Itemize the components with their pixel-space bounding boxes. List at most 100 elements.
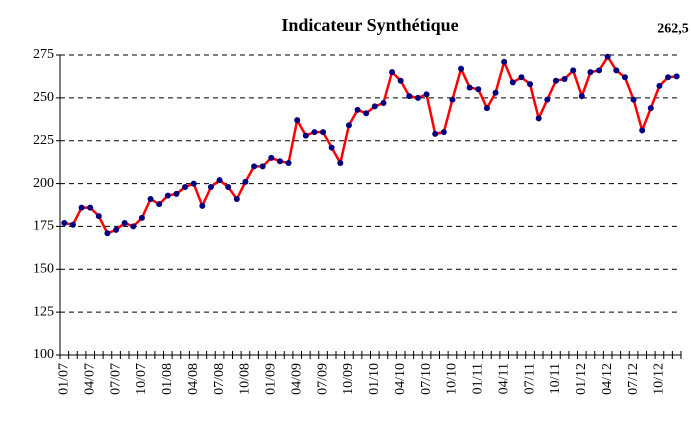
x-tick-label: 10/08 xyxy=(238,363,253,395)
marker xyxy=(259,163,266,170)
x-tick-label: 07/11 xyxy=(522,363,537,394)
y-tick-label: 175 xyxy=(33,219,54,234)
marker xyxy=(613,67,620,74)
marker xyxy=(397,77,404,84)
y-tick-label: 200 xyxy=(33,176,54,191)
marker xyxy=(552,77,559,84)
marker xyxy=(328,144,335,151)
x-tick-label: 04/09 xyxy=(289,363,304,395)
marker xyxy=(302,132,309,139)
marker xyxy=(527,81,534,88)
x-tick-label: 07/08 xyxy=(212,363,227,395)
marker xyxy=(656,82,663,89)
x-tick-label: 10/11 xyxy=(548,363,563,394)
marker xyxy=(233,196,240,202)
marker xyxy=(578,93,585,100)
marker xyxy=(285,160,292,166)
marker xyxy=(458,65,465,72)
marker xyxy=(596,67,603,74)
y-tick-label: 225 xyxy=(33,133,54,148)
marker xyxy=(173,190,180,197)
marker xyxy=(604,53,611,60)
marker xyxy=(190,180,197,187)
marker xyxy=(95,213,102,220)
y-tick-label: 125 xyxy=(33,304,54,319)
marker xyxy=(345,122,352,129)
marker xyxy=(87,204,94,211)
x-tick-label: 01/10 xyxy=(367,363,382,395)
marker xyxy=(164,192,171,199)
x-tick-label: 10/10 xyxy=(445,363,460,395)
marker xyxy=(544,96,551,103)
marker xyxy=(449,96,456,103)
marker xyxy=(630,96,637,103)
marker xyxy=(501,58,508,65)
y-tick-label: 275 xyxy=(33,47,54,62)
x-tick-label: 10/09 xyxy=(341,363,356,395)
marker xyxy=(113,226,120,233)
x-tick-label: 10/07 xyxy=(134,363,149,395)
x-tick-label: 01/12 xyxy=(574,363,589,395)
marker xyxy=(311,129,318,136)
marker xyxy=(337,160,344,166)
marker xyxy=(371,103,378,110)
marker xyxy=(380,100,387,106)
x-tick-label: 01/08 xyxy=(160,363,175,395)
marker xyxy=(621,74,628,81)
marker xyxy=(61,220,68,226)
marker xyxy=(147,196,154,202)
marker xyxy=(104,230,111,237)
x-tick-label: 04/07 xyxy=(82,363,97,395)
x-tick-label: 07/12 xyxy=(626,363,641,395)
marker xyxy=(423,91,430,98)
marker xyxy=(475,86,482,93)
marker xyxy=(251,163,258,170)
marker xyxy=(466,84,473,91)
x-tick-label: 07/07 xyxy=(108,363,123,395)
chart-title: Indicateur Synthétique xyxy=(281,15,458,35)
value-label: 262,5 xyxy=(657,22,689,37)
y-tick-label: 100 xyxy=(33,347,54,362)
marker xyxy=(78,204,85,211)
marker xyxy=(182,184,189,190)
x-tick-label: 01/09 xyxy=(264,363,279,395)
marker xyxy=(561,76,568,82)
x-tick-label: 04/11 xyxy=(496,363,511,394)
marker xyxy=(673,73,680,80)
marker xyxy=(225,184,232,190)
marker xyxy=(389,69,396,76)
marker xyxy=(665,74,672,81)
y-tick-label: 250 xyxy=(33,90,54,105)
marker xyxy=(320,129,327,136)
marker xyxy=(69,221,76,228)
x-tick-label: 07/09 xyxy=(315,363,330,395)
marker xyxy=(647,105,654,112)
line xyxy=(64,54,677,235)
marker xyxy=(509,79,516,86)
marker xyxy=(414,94,421,101)
marker xyxy=(199,202,206,209)
x-tick-label: 10/12 xyxy=(652,363,667,395)
marker xyxy=(483,105,490,112)
x-tick-label: 04/08 xyxy=(186,363,201,395)
marker xyxy=(294,117,301,124)
x-tick-label: 04/12 xyxy=(600,363,615,395)
marker xyxy=(570,67,577,74)
marker xyxy=(363,110,370,117)
y-tick-label: 150 xyxy=(33,262,54,277)
marker xyxy=(492,89,499,96)
marker xyxy=(268,154,275,161)
marker xyxy=(138,214,145,221)
marker xyxy=(242,178,249,185)
marker xyxy=(518,74,525,81)
marker xyxy=(639,127,646,134)
marker xyxy=(535,115,542,122)
marker xyxy=(587,69,594,76)
x-tick-label: 01/07 xyxy=(57,363,72,395)
marker xyxy=(406,93,413,100)
x-tick-label: 04/10 xyxy=(393,363,408,395)
marker xyxy=(216,177,223,184)
marker xyxy=(432,130,439,137)
marker xyxy=(440,129,447,136)
